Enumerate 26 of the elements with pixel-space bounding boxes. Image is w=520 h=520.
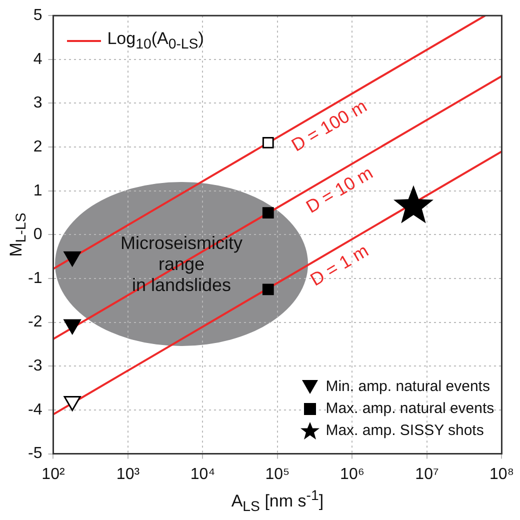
x-axis-title: A$_{LS}$ [nm s$^{-1}$] xyxy=(230,488,325,516)
y-tick-label: 5 xyxy=(33,7,42,24)
legend-label: Max. amp. natural events xyxy=(326,400,494,418)
y-tick-label: -1 xyxy=(28,270,42,287)
x-tick-label: 10⁴ xyxy=(190,466,216,483)
legend-label: Max. amp. SISSY shots xyxy=(326,422,484,440)
y-tick-label: 2 xyxy=(33,138,42,156)
legend-label: Min. amp. natural events xyxy=(326,378,490,396)
legend-title: Log$_{10}$(A$_{0-LS}$) xyxy=(107,28,204,52)
x-tick-label: 10⁷ xyxy=(415,466,439,483)
y-tick-label: 0 xyxy=(33,226,42,244)
y-tick-label: -2 xyxy=(28,314,42,331)
text: D = 100 m xyxy=(288,96,370,156)
text: D = 10 m xyxy=(302,162,376,218)
x-tick-label: 10⁶ xyxy=(340,466,364,483)
y-tick-label: 3 xyxy=(33,94,42,112)
x-tick-label: 10² xyxy=(42,466,66,483)
y-tick-label: -4 xyxy=(28,401,42,418)
x-tick-label: 10⁵ xyxy=(265,466,290,483)
y-tick-label: -5 xyxy=(28,445,42,462)
y-tick-label: 4 xyxy=(33,50,42,68)
y-tick-label: 1 xyxy=(33,182,42,200)
y-tick-label: -3 xyxy=(28,358,42,375)
text: D = 1 m xyxy=(306,240,372,290)
x-tick-label: 10³ xyxy=(116,466,140,483)
x-tick-label: 10⁸ xyxy=(489,466,514,483)
